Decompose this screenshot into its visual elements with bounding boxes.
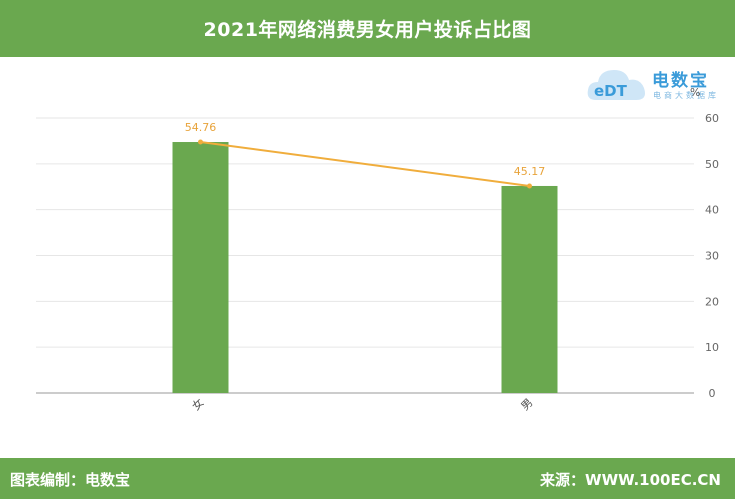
- logo-brand: 电数宝: [652, 71, 709, 91]
- cloud-logo-icon: eDT: [587, 70, 645, 100]
- series-line: [200, 141, 530, 187]
- chart-title: 2021年网络消费男女用户投诉占比图: [203, 19, 532, 41]
- header-bar: 2021年网络消费男女用户投诉占比图: [0, 0, 735, 57]
- footer-credit: 图表编制：电数宝: [10, 471, 131, 489]
- y-tick-label: 40: [705, 204, 719, 217]
- y-tick-label: 20: [705, 295, 719, 308]
- logo-tagline: 电商大数据库: [653, 91, 719, 100]
- y-tick-label: 10: [705, 341, 719, 354]
- logo: eDT 电数宝 电商大数据库: [586, 62, 726, 106]
- y-axis-unit: %: [690, 86, 701, 99]
- bar: [172, 142, 229, 393]
- chart-plot: 0 10 20 30 40 50 60 54.76 45.17 女 男: [36, 112, 719, 413]
- data-label: 45.17: [514, 165, 546, 178]
- x-tick-label: 男: [519, 396, 536, 413]
- y-tick-label: 60: [705, 112, 719, 125]
- y-tick-label: 50: [705, 158, 719, 171]
- bar: [501, 185, 558, 393]
- footer-source: 来源：WWW.100EC.CN: [540, 471, 721, 489]
- logo-mark: eDT: [594, 82, 628, 100]
- footer-bar: 图表编制：电数宝 来源：WWW.100EC.CN: [0, 458, 735, 499]
- data-label: 54.76: [185, 121, 217, 134]
- y-tick-label: 30: [705, 250, 719, 263]
- x-tick-label: 女: [189, 395, 207, 413]
- line-point: [527, 183, 532, 189]
- y-tick-label: 0: [709, 387, 716, 400]
- line-point: [198, 139, 203, 145]
